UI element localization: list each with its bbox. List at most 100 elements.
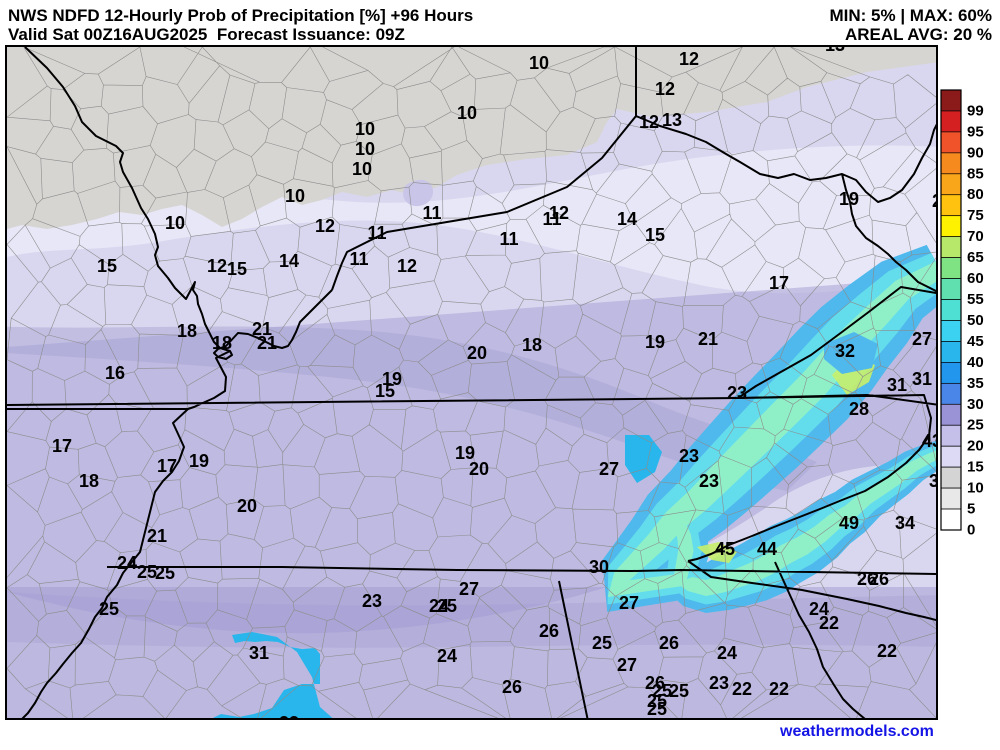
svg-text:18: 18 [212,333,232,353]
svg-text:24: 24 [437,646,457,666]
svg-text:27: 27 [617,655,637,675]
svg-text:13: 13 [662,110,682,130]
svg-text:22: 22 [732,679,752,699]
svg-text:25: 25 [669,681,689,701]
svg-text:45: 45 [967,333,984,350]
svg-text:16: 16 [105,363,125,383]
svg-text:23: 23 [679,446,699,466]
svg-text:19: 19 [839,189,859,209]
svg-text:43: 43 [922,431,938,451]
svg-text:11: 11 [499,229,518,249]
svg-text:26: 26 [539,621,559,641]
svg-text:35: 35 [967,375,984,392]
svg-text:18: 18 [177,321,197,341]
svg-text:15: 15 [967,459,984,476]
svg-text:11: 11 [367,223,386,243]
svg-text:24: 24 [717,643,737,663]
svg-text:75: 75 [967,207,984,224]
svg-text:26: 26 [869,569,889,589]
svg-text:18: 18 [79,471,99,491]
svg-text:23: 23 [362,591,382,611]
svg-text:17: 17 [769,273,789,293]
svg-text:11: 11 [349,249,368,269]
svg-text:27: 27 [459,579,479,599]
svg-text:10: 10 [165,213,185,233]
svg-text:10: 10 [355,119,375,139]
svg-text:60: 60 [967,270,984,287]
svg-text:12: 12 [207,256,227,276]
svg-text:20: 20 [467,343,487,363]
svg-text:23: 23 [727,383,747,403]
svg-text:26: 26 [659,633,679,653]
svg-text:14: 14 [279,251,299,271]
svg-text:26: 26 [502,677,522,697]
svg-text:40: 40 [967,354,984,371]
svg-text:20: 20 [237,496,257,516]
svg-text:31: 31 [912,369,932,389]
svg-text:21: 21 [698,329,718,349]
svg-text:11: 11 [422,203,441,223]
svg-text:20: 20 [967,438,984,455]
svg-text:10: 10 [285,186,305,206]
svg-text:15: 15 [97,256,117,276]
svg-text:21: 21 [147,526,167,546]
svg-text:12: 12 [679,49,699,69]
svg-text:25: 25 [99,599,119,619]
svg-text:27: 27 [912,329,932,349]
svg-text:10: 10 [352,159,372,179]
svg-text:39: 39 [929,471,938,491]
svg-text:25: 25 [967,417,984,434]
svg-text:17: 17 [157,456,177,476]
svg-text:31: 31 [887,375,907,395]
svg-text:22: 22 [769,679,789,699]
svg-text:28: 28 [849,399,869,419]
svg-text:65: 65 [967,249,984,266]
svg-text:10: 10 [529,53,549,73]
svg-text:99: 99 [967,102,984,119]
svg-text:80: 80 [967,186,984,203]
svg-text:15: 15 [375,381,395,401]
svg-text:32: 32 [835,341,855,361]
svg-text:25: 25 [437,596,457,616]
svg-text:31: 31 [249,643,269,663]
svg-text:45: 45 [715,539,735,559]
svg-text:21: 21 [257,333,277,353]
svg-text:22: 22 [877,641,897,661]
svg-text:21: 21 [932,191,938,211]
svg-text:25: 25 [592,633,612,653]
svg-text:12: 12 [655,79,675,99]
svg-text:30: 30 [967,396,984,413]
svg-text:18: 18 [522,335,542,355]
svg-text:55: 55 [967,291,984,308]
svg-text:25: 25 [155,563,175,583]
svg-text:15: 15 [227,259,247,279]
svg-text:10: 10 [355,139,375,159]
svg-text:49: 49 [839,513,859,533]
svg-text:44: 44 [757,539,777,559]
svg-text:17: 17 [52,436,72,456]
svg-text:12: 12 [315,216,335,236]
svg-text:25: 25 [647,699,667,719]
svg-text:23: 23 [709,673,729,693]
svg-text:50: 50 [967,312,984,329]
svg-text:15: 15 [645,225,665,245]
svg-text:12: 12 [397,256,417,276]
svg-text:95: 95 [967,123,984,140]
svg-text:85: 85 [967,165,984,182]
svg-text:27: 27 [599,459,619,479]
svg-text:23: 23 [699,471,719,491]
svg-text:5: 5 [967,501,975,518]
svg-text:20: 20 [469,459,489,479]
svg-text:19: 19 [645,332,665,352]
svg-text:10: 10 [457,103,477,123]
svg-text:22: 22 [819,613,839,633]
svg-text:22: 22 [779,716,799,720]
svg-text:30: 30 [589,557,609,577]
svg-text:12: 12 [549,203,569,223]
svg-text:12: 12 [639,112,659,132]
svg-text:13: 13 [825,47,845,55]
svg-text:34: 34 [895,513,915,533]
svg-text:0: 0 [967,521,975,538]
svg-text:24: 24 [117,553,137,573]
svg-text:27: 27 [619,593,639,613]
